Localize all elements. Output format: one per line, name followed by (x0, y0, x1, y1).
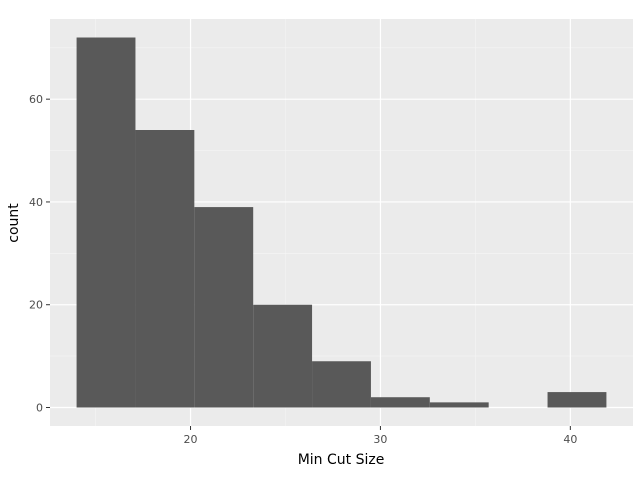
histogram-bar (135, 130, 195, 408)
axis-ticks (46, 98, 571, 430)
y-tick-label: 0 (36, 402, 43, 415)
histogram-bar (429, 402, 489, 408)
histogram-bar (76, 37, 136, 408)
x-tick-label: 30 (373, 433, 387, 446)
histogram-bar (370, 397, 430, 408)
histogram-bars (76, 37, 607, 408)
tick-labels: 20 30 40 0 20 40 60 (29, 93, 577, 446)
y-tick-label: 20 (29, 299, 43, 312)
x-axis-title: Min Cut Size (298, 452, 385, 468)
histogram-bar (253, 304, 313, 408)
histogram-bar (547, 392, 607, 408)
y-tick-label: 40 (29, 196, 43, 209)
histogram-bar (194, 207, 254, 408)
x-tick-label: 40 (563, 433, 577, 446)
y-axis-title: count (6, 203, 22, 243)
y-tick-label: 60 (29, 93, 43, 106)
histogram-bar (312, 361, 371, 408)
x-tick-label: 20 (184, 433, 198, 446)
